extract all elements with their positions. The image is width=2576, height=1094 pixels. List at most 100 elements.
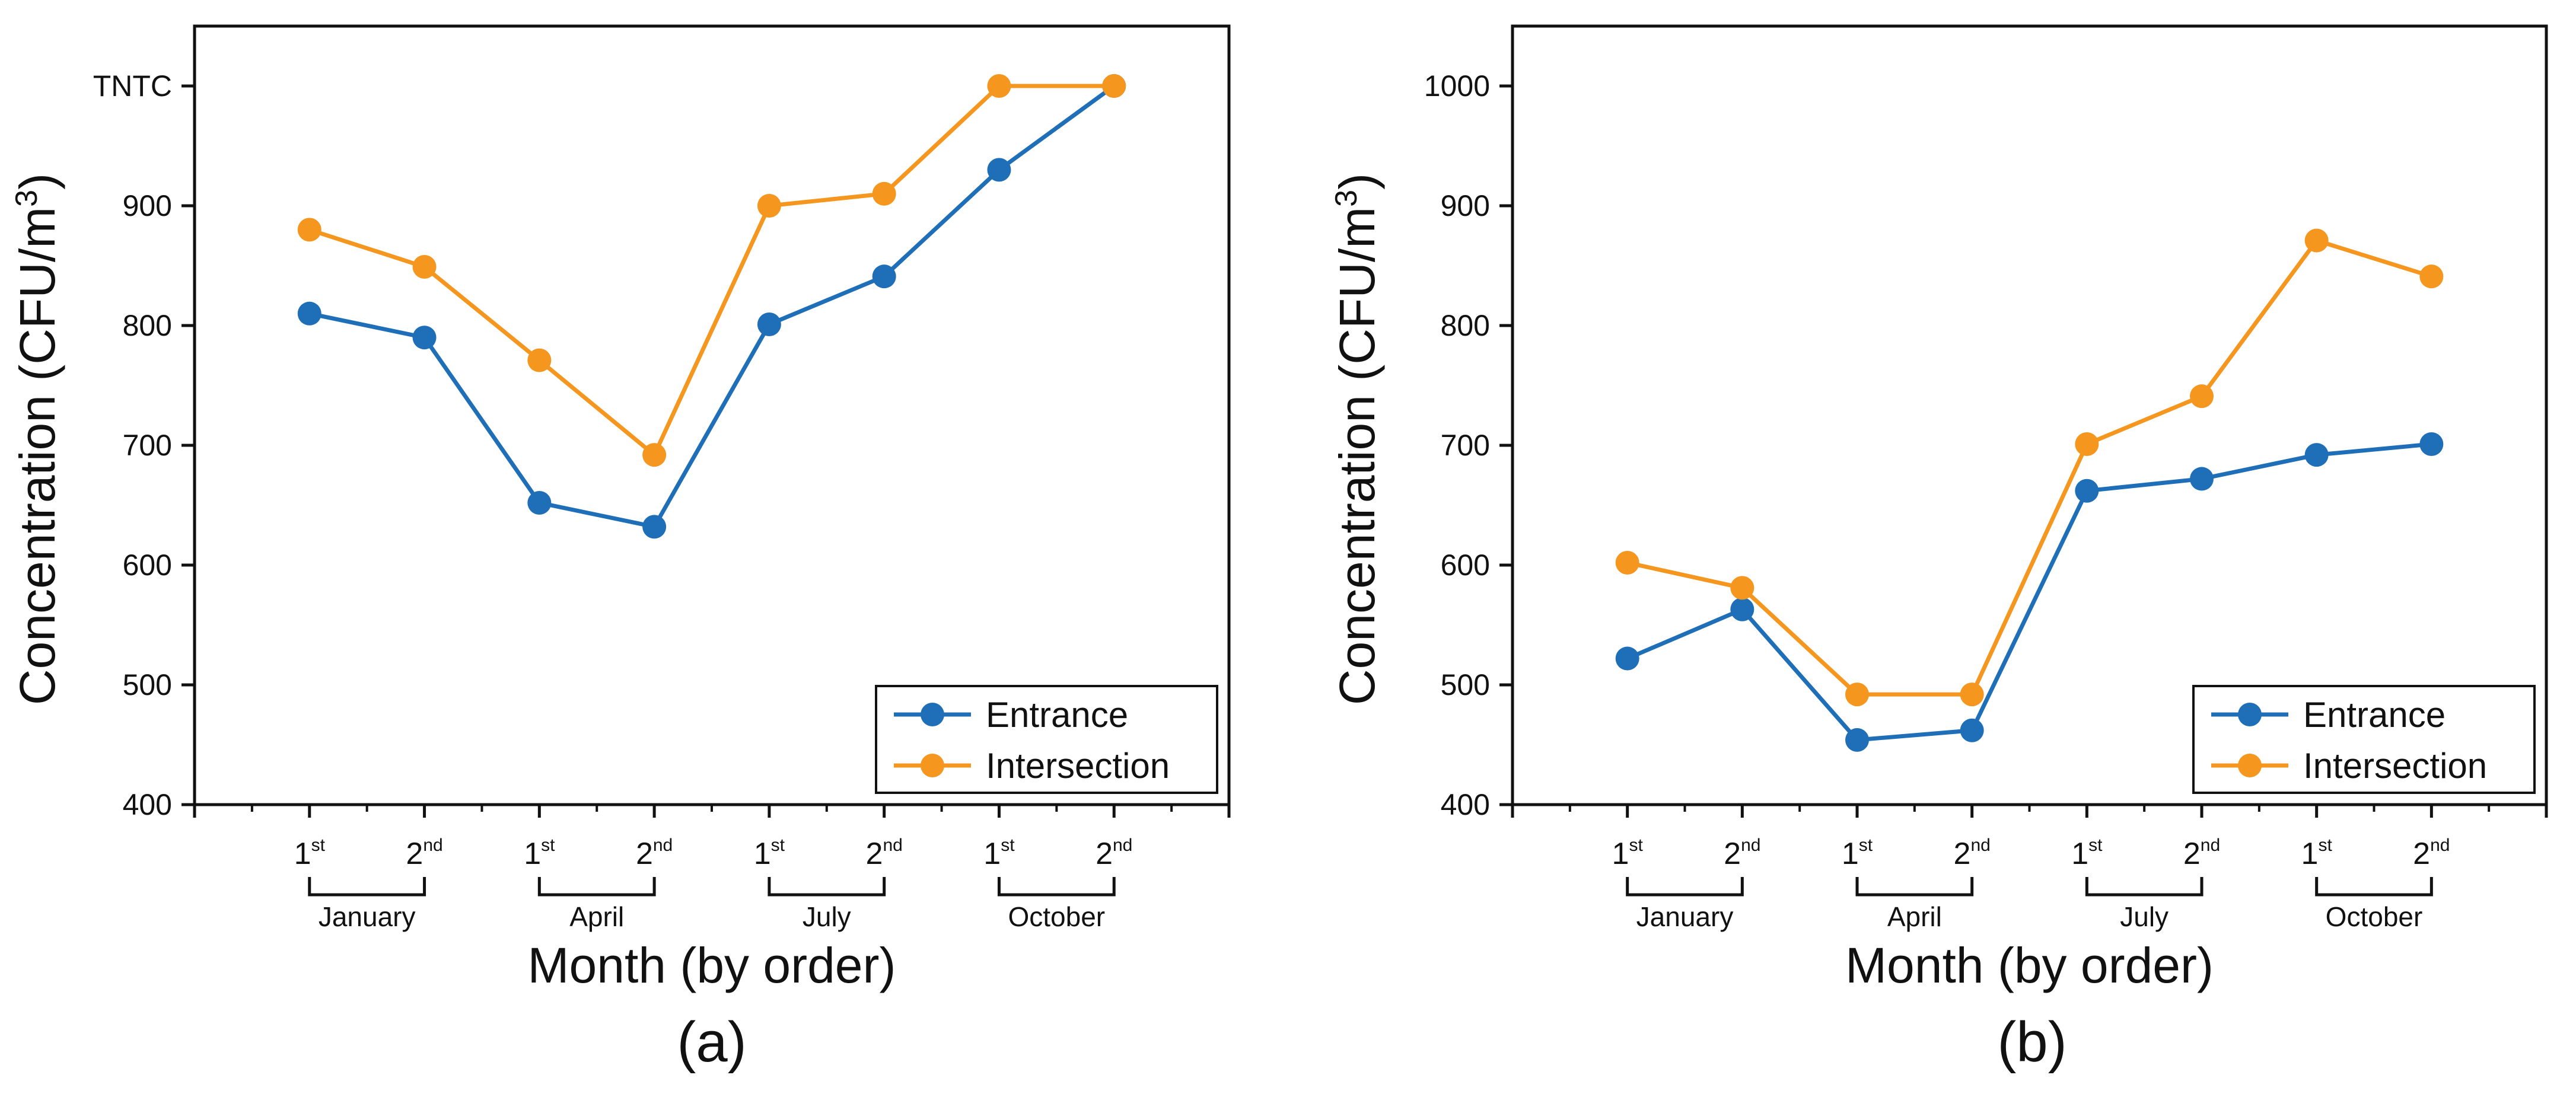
data-point-entrance — [527, 490, 552, 515]
y-tick-label: 800 — [123, 309, 172, 342]
data-point-entrance — [872, 264, 896, 289]
y-tick-label: 500 — [1441, 668, 1490, 701]
data-point-entrance — [1845, 728, 1869, 752]
data-point-intersection — [987, 74, 1011, 98]
month-bracket — [1626, 877, 1744, 897]
x-ordinal-label: 2nd — [2183, 835, 2220, 871]
x-ordinal-number: 2 — [2183, 837, 2201, 871]
x-ordinal-number: 2 — [406, 837, 423, 871]
legend-label: Intersection — [986, 746, 1170, 786]
x-axis-title: Month (by order) — [1845, 937, 2214, 993]
data-point-entrance — [1615, 646, 1639, 671]
data-point-entrance — [297, 301, 321, 326]
x-ordinal-suffix: nd — [1741, 835, 1760, 855]
y-axis-title-main: Concentration (CFU/m — [9, 207, 65, 705]
month-label: July — [803, 901, 851, 932]
month-label: October — [1008, 901, 1106, 932]
x-ordinal-suffix: nd — [883, 835, 902, 855]
data-point-intersection — [757, 194, 781, 218]
panel-label: (b) — [1997, 1010, 2066, 1074]
x-ordinal-number: 2 — [1096, 837, 1113, 871]
legend-marker — [921, 703, 944, 726]
legend-label: Entrance — [986, 695, 1128, 735]
data-point-entrance — [2075, 479, 2099, 503]
series-line-intersection — [308, 84, 1115, 457]
month-label: April — [569, 901, 624, 932]
x-ordinal-suffix: st — [1859, 835, 1873, 855]
y-axis-title-close: ) — [9, 173, 65, 190]
x-ordinal-number: 1 — [294, 837, 311, 871]
legend-label: Intersection — [2303, 746, 2487, 786]
x-ordinal-suffix: st — [2088, 835, 2103, 855]
y-tick-label: 900 — [123, 189, 172, 222]
data-point-entrance — [2304, 443, 2329, 467]
data-point-intersection — [1615, 550, 1639, 575]
y-tick-label: 700 — [1441, 429, 1490, 462]
month-label: April — [1887, 901, 1942, 932]
x-ordinal-label: 1st — [1842, 835, 1873, 871]
x-ordinal-number: 1 — [1842, 837, 1859, 871]
x-ordinal-suffix: nd — [1113, 835, 1132, 855]
x-ordinal-label: 2nd — [406, 835, 442, 871]
x-ordinal-label: 2nd — [636, 835, 673, 871]
month-bracket — [2315, 877, 2433, 897]
y-tick-label: TNTC — [93, 69, 172, 103]
y-axis-title-sup: 3 — [1329, 190, 1364, 207]
month-bracket — [768, 877, 886, 897]
y-axis-title-main: Concentration (CFU/m — [1329, 207, 1385, 705]
y-axis-title: Concentration (CFU/m3) — [1329, 173, 1385, 705]
x-ordinal-label: 2nd — [1724, 835, 1760, 871]
data-point-intersection — [1730, 576, 1755, 600]
x-ordinal-label: 2nd — [2413, 835, 2450, 871]
x-ordinal-number: 1 — [2301, 837, 2319, 871]
legend-marker — [2238, 703, 2262, 726]
y-axis-title: Concentration (CFU/m3) — [9, 173, 65, 705]
data-point-intersection — [2075, 432, 2099, 456]
data-point-intersection — [2419, 264, 2444, 289]
y-tick-label: 600 — [123, 548, 172, 582]
x-ordinal-label: 1st — [983, 835, 1015, 871]
x-ordinal-label: 1st — [2301, 835, 2333, 871]
x-ordinal-suffix: st — [2318, 835, 2332, 855]
x-ordinal-label: 1st — [524, 835, 555, 871]
x-ordinal-label: 1st — [754, 835, 785, 871]
x-ordinal-number: 2 — [866, 837, 883, 871]
month-label: January — [319, 901, 416, 932]
data-point-entrance — [2190, 467, 2214, 491]
series-line-intersection — [1626, 238, 2432, 697]
x-ordinal-label: 1st — [2071, 835, 2103, 871]
data-point-entrance — [987, 158, 1011, 182]
y-tick-label: 400 — [123, 788, 172, 821]
x-ordinal-label: 1st — [1612, 835, 1644, 871]
data-point-entrance — [412, 326, 437, 350]
x-ordinal-suffix: nd — [423, 835, 442, 855]
month-label: January — [1636, 901, 1734, 932]
data-point-intersection — [2190, 384, 2214, 409]
month-label: July — [2120, 901, 2169, 932]
x-ordinal-label: 2nd — [1954, 835, 1991, 871]
x-ordinal-suffix: nd — [653, 835, 673, 855]
x-ordinal-number: 2 — [1724, 837, 1741, 871]
x-ordinal-number: 1 — [1612, 837, 1629, 871]
panel-label: (a) — [677, 1010, 746, 1074]
y-tick-label: 600 — [1441, 548, 1490, 582]
legend-marker — [2238, 754, 2262, 777]
data-point-intersection — [297, 218, 321, 242]
y-tick-label: 500 — [123, 668, 172, 701]
month-bracket — [1855, 877, 1974, 897]
month-bracket — [997, 877, 1116, 897]
data-point-intersection — [2304, 228, 2329, 253]
x-ordinal-number: 1 — [524, 837, 541, 871]
series-line-entrance — [1626, 442, 2432, 742]
x-axis-title: Month (by order) — [528, 937, 896, 993]
data-point-intersection — [1102, 74, 1126, 98]
y-tick-label: 1000 — [1424, 69, 1490, 103]
y-tick-label: 700 — [123, 429, 172, 462]
y-axis-title-sup: 3 — [9, 190, 44, 207]
x-ordinal-number: 1 — [754, 837, 771, 871]
x-ordinal-number: 2 — [2413, 837, 2430, 871]
data-point-intersection — [1845, 682, 1869, 707]
